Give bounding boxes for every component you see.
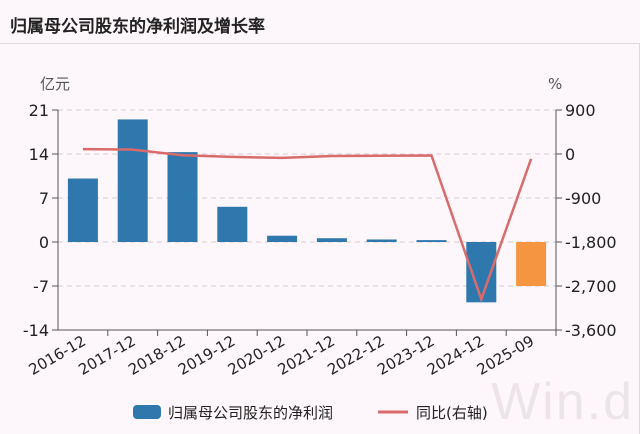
- bar: [316, 238, 347, 242]
- legend-label: 归属母公司股东的净利润: [168, 404, 333, 422]
- line-series: [82, 147, 533, 303]
- left-tick-label: 0: [39, 233, 49, 252]
- bar: [416, 240, 447, 242]
- right-tick-label: -900: [565, 189, 601, 208]
- left-tick-label: -7: [33, 277, 49, 296]
- legend-label: 同比(右轴): [416, 404, 488, 422]
- right-tick-label: -3,600: [565, 321, 617, 340]
- left-axis-unit: 亿元: [40, 75, 70, 93]
- chart-title: 归属母公司股东的净利润及增长率: [0, 0, 640, 44]
- right-tick-label: -1,800: [565, 233, 617, 252]
- right-tick-label: -2,700: [565, 277, 617, 296]
- right-tick-label: 900: [565, 101, 596, 120]
- bar: [67, 178, 98, 242]
- left-tick-label: 14: [29, 145, 49, 164]
- left-tick-label: 7: [39, 189, 49, 208]
- bar: [366, 239, 397, 242]
- right-tick-label: 0: [565, 145, 575, 164]
- bar: [117, 119, 148, 242]
- right-axis-unit: %: [548, 75, 562, 93]
- bar: [217, 206, 248, 242]
- bar: [167, 152, 198, 242]
- left-tick-label: 21: [29, 101, 49, 120]
- legend-swatch-bar: [133, 405, 161, 419]
- watermark: Win.d: [491, 373, 634, 431]
- x-tick-label: 2025-09: [474, 332, 537, 379]
- bar: [516, 242, 547, 286]
- left-tick-label: -14: [23, 321, 49, 340]
- bar: [267, 235, 298, 242]
